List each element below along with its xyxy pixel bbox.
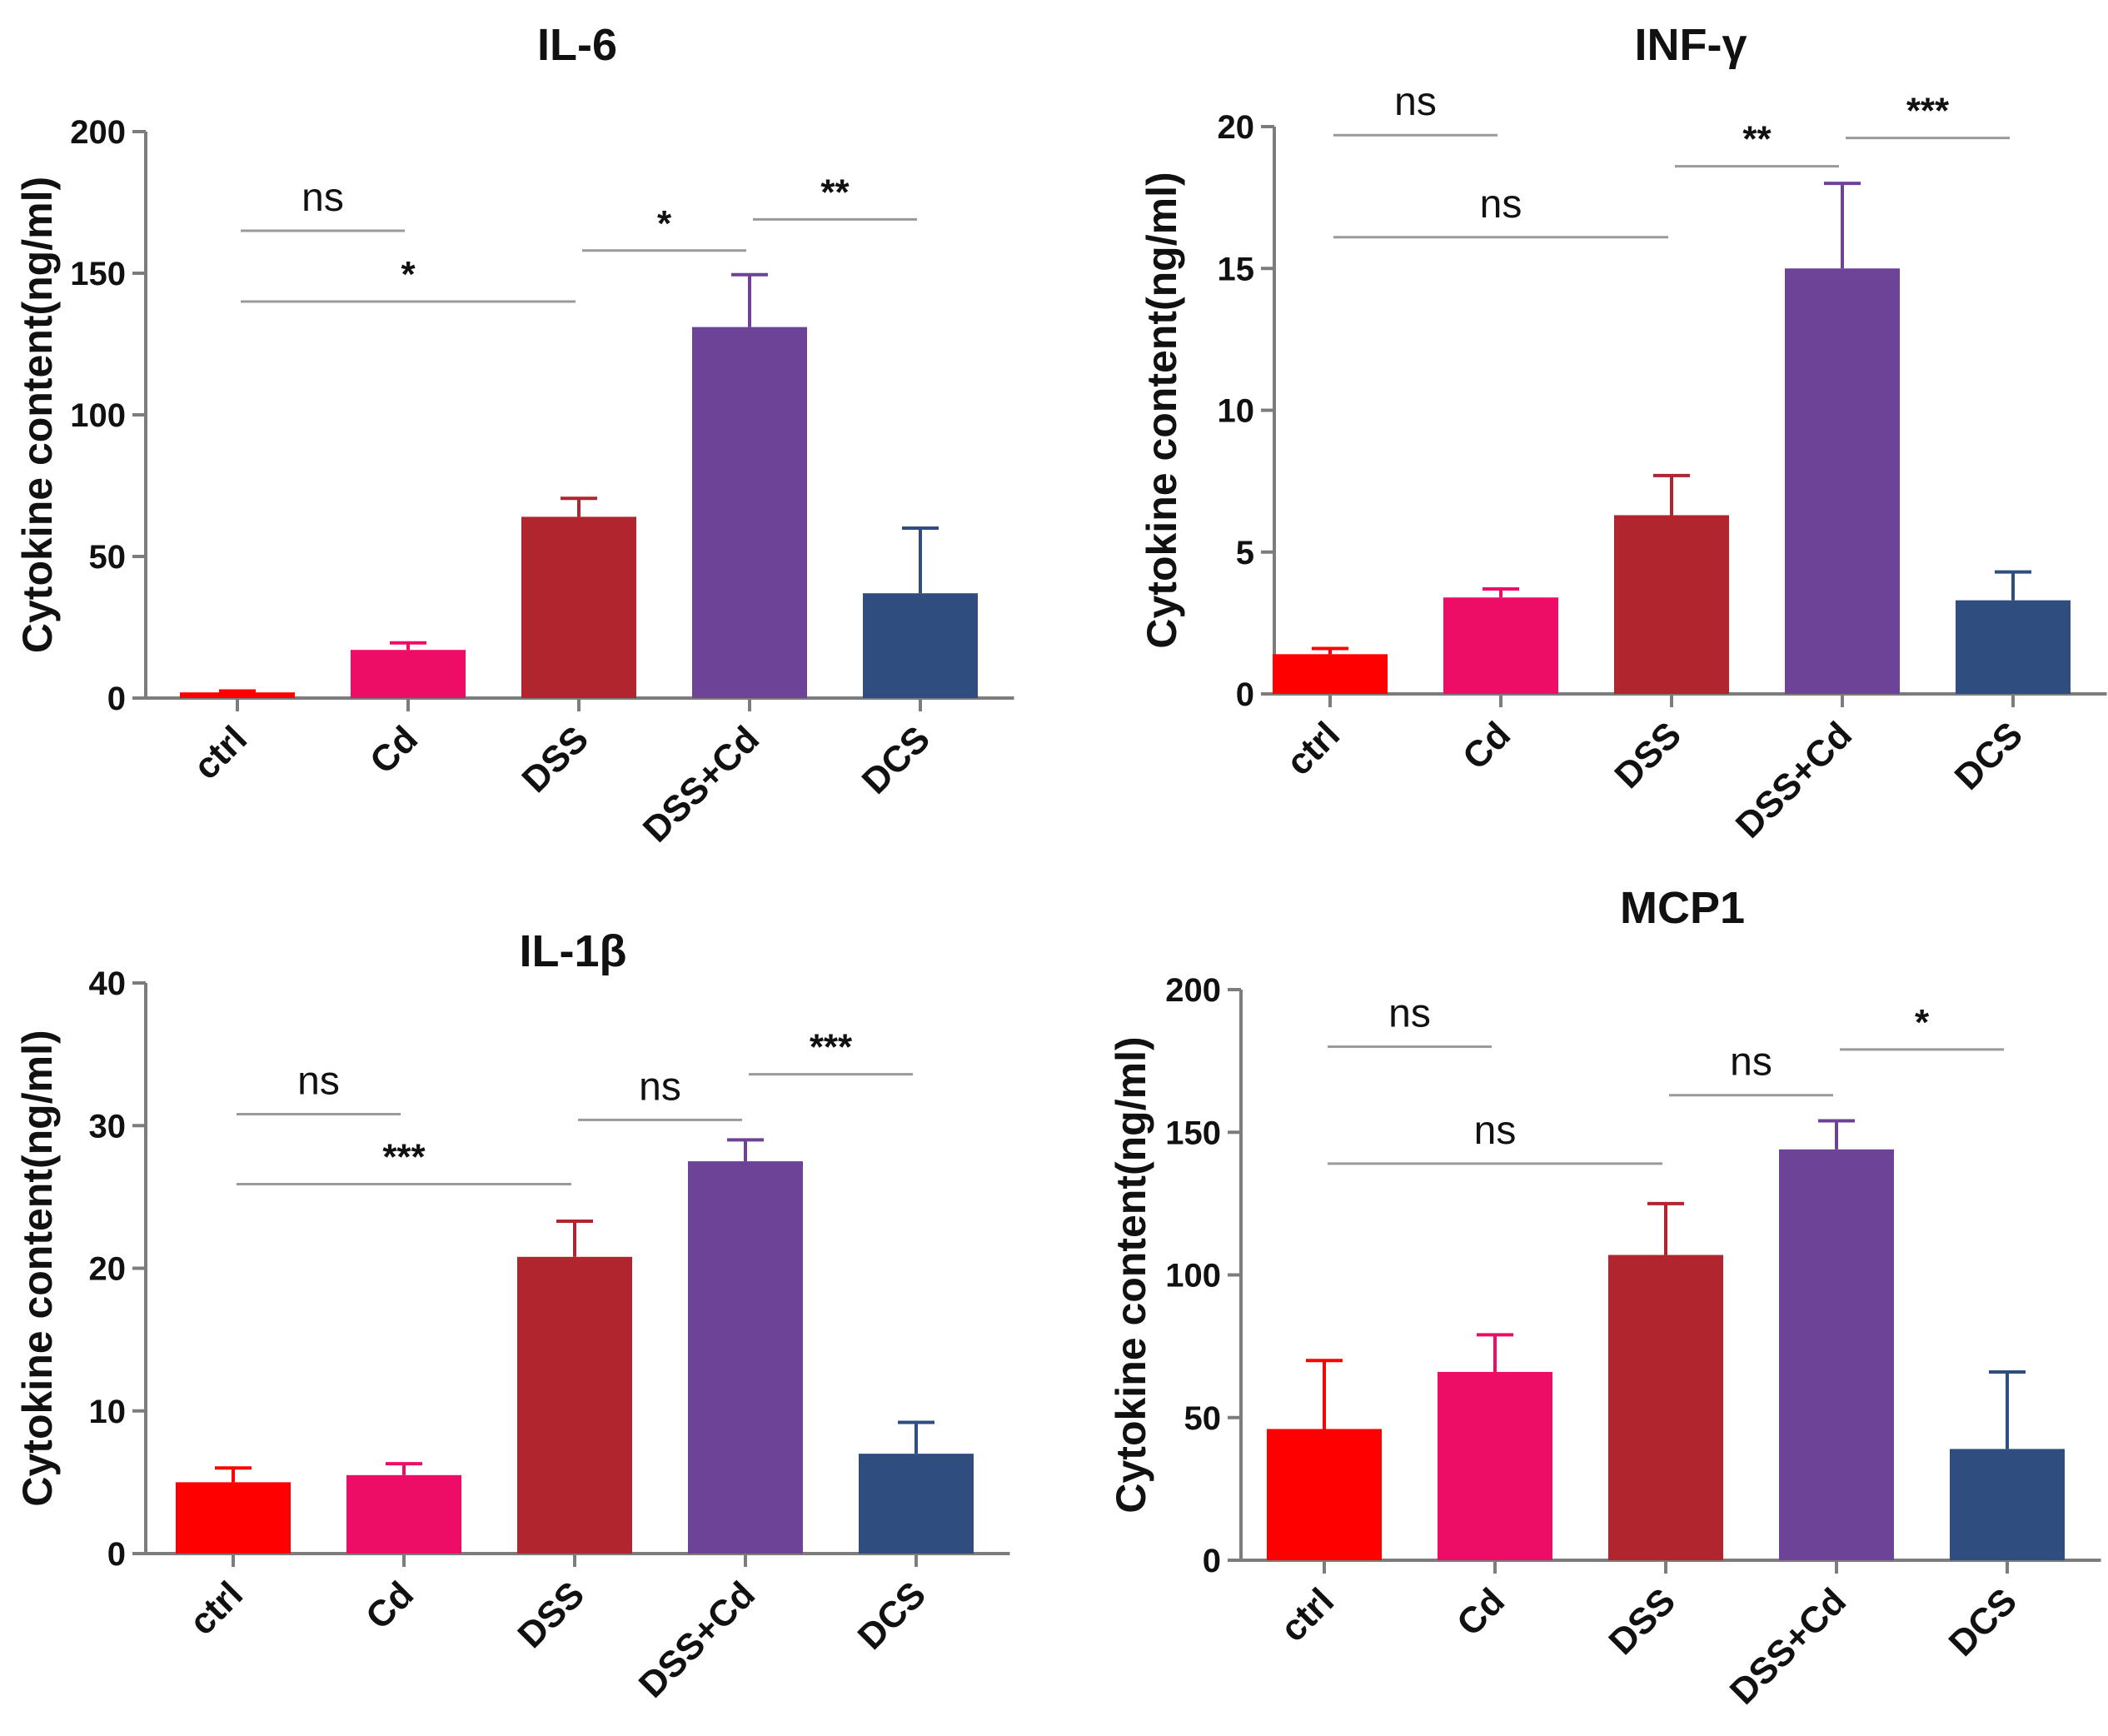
significance-label: ***: [382, 1136, 426, 1177]
significance-label: **: [1742, 119, 1772, 160]
y-tick-label: 15: [1218, 251, 1255, 287]
x-category-label: ctrl: [186, 718, 255, 787]
chart-panel-3: IL-1β Cytokine content(ng/ml) 0 10 20 30 40 ctr…: [14, 926, 1010, 1706]
y-tick-label: 40: [89, 965, 127, 1002]
x-category-label: ctrl: [182, 1574, 251, 1643]
y-axis-label: Cytokine content(ng/ml): [1108, 1036, 1154, 1513]
chart-panel-4: MCP1 Cytokine content(ng/ml) 0 50 100 150 200 c…: [1108, 883, 2101, 1713]
chart-title: IL-1β: [520, 926, 627, 976]
bar-Cd: [346, 1474, 461, 1554]
x-category-label: DSS: [514, 718, 596, 801]
x-category-label: Cd: [1449, 1580, 1512, 1644]
significance-label: *: [657, 203, 672, 244]
y-tick-label: 5: [1236, 535, 1254, 571]
significance-label: ns: [1394, 80, 1437, 124]
y-tick-label: 20: [89, 1251, 127, 1288]
chart-panel-2: INF-γ Cytokine content(ng/ml) 0 5 10 15 20 ctrl…: [1139, 20, 2107, 846]
significance-label: ns: [1480, 182, 1522, 227]
x-category-label: DSS+Cd: [635, 718, 767, 850]
chart-title: IL-6: [537, 20, 617, 70]
y-tick-label: 200: [1165, 972, 1221, 1009]
x-category-label: DSS+Cd: [631, 1574, 763, 1705]
chart-panel-1: IL-6 Cytokine content(ng/ml) 0 50 100 150 200 c…: [14, 20, 1014, 851]
significance-label: ns: [301, 176, 344, 220]
y-tick-label: 0: [1203, 1543, 1221, 1579]
bar-ctrl: [180, 692, 295, 698]
bar-DSS: [1608, 1255, 1723, 1560]
x-category-label: DCS: [1941, 1580, 2025, 1664]
y-axis-label: Cytokine content(ng/ml): [14, 1030, 61, 1506]
x-category-label: DCS: [855, 718, 938, 801]
bar-ctrl: [1267, 1429, 1382, 1560]
y-tick-label: 0: [1236, 676, 1254, 713]
x-category-label: DSS: [1601, 1580, 1683, 1663]
significance-label: ***: [1906, 91, 1950, 132]
y-axis-label: Cytokine content(ng/ml): [1139, 172, 1185, 648]
y-tick-label: 100: [1165, 1258, 1221, 1295]
bar-DSS: [1614, 515, 1729, 694]
y-tick-label: 150: [70, 256, 126, 292]
bar-Cd: [351, 650, 466, 698]
y-tick-label: 200: [70, 114, 126, 151]
y-tick-label: 0: [107, 681, 126, 717]
bar-DCS: [859, 1454, 974, 1554]
x-category-label: DCS: [850, 1574, 934, 1657]
y-tick-label: 50: [1184, 1400, 1222, 1437]
y-tick-label: 0: [107, 1536, 126, 1573]
y-tick-label: 100: [70, 397, 126, 434]
x-category-label: DCS: [1947, 714, 2031, 797]
y-tick-label: 10: [89, 1394, 127, 1430]
bar-DCS: [863, 593, 978, 698]
bar-DSS+Cd: [1785, 268, 1900, 694]
y-axis-label: Cytokine content(ng/ml): [14, 177, 61, 653]
x-category-label: DSS: [1607, 714, 1689, 796]
x-category-label: Cd: [1455, 714, 1518, 777]
bar-DSS: [517, 1256, 632, 1554]
significance-label: ns: [1730, 1040, 1772, 1085]
x-category-label: DSS+Cd: [1722, 1580, 1854, 1712]
bar-DSS+Cd: [692, 327, 807, 698]
y-tick-label: 10: [1218, 393, 1255, 430]
significance-label: ns: [297, 1060, 340, 1104]
chart-title: MCP1: [1620, 883, 1745, 933]
y-tick-label: 150: [1165, 1115, 1221, 1151]
significance-label: *: [1915, 1002, 1930, 1043]
y-tick-label: 20: [1218, 109, 1255, 146]
x-category-label: Cd: [358, 1574, 421, 1637]
x-category-label: Cd: [362, 718, 426, 781]
bar-DSS+Cd: [688, 1161, 803, 1554]
significance-label: ns: [1388, 992, 1431, 1036]
y-tick-label: 30: [89, 1108, 127, 1145]
x-category-label: ctrl: [1278, 714, 1348, 783]
bar-DCS: [1950, 1449, 2065, 1560]
bar-ctrl: [176, 1482, 291, 1554]
significance-label: *: [401, 254, 416, 295]
x-category-label: DSS: [510, 1574, 592, 1656]
bar-ctrl: [1273, 654, 1388, 694]
significance-label: **: [820, 172, 850, 212]
x-category-label: ctrl: [1273, 1580, 1342, 1649]
y-tick-label: 50: [89, 539, 127, 576]
x-category-label: DSS+Cd: [1728, 714, 1860, 846]
bar-Cd: [1438, 1371, 1552, 1560]
significance-label: ***: [810, 1027, 853, 1068]
significance-label: ns: [1474, 1109, 1517, 1153]
bar-DSS: [521, 516, 636, 698]
significance-label: ns: [639, 1065, 681, 1109]
bar-DCS: [1956, 600, 2071, 694]
bar-DSS+Cd: [1779, 1149, 1894, 1560]
bar-Cd: [1443, 597, 1558, 694]
chart-title: INF-γ: [1635, 20, 1747, 70]
